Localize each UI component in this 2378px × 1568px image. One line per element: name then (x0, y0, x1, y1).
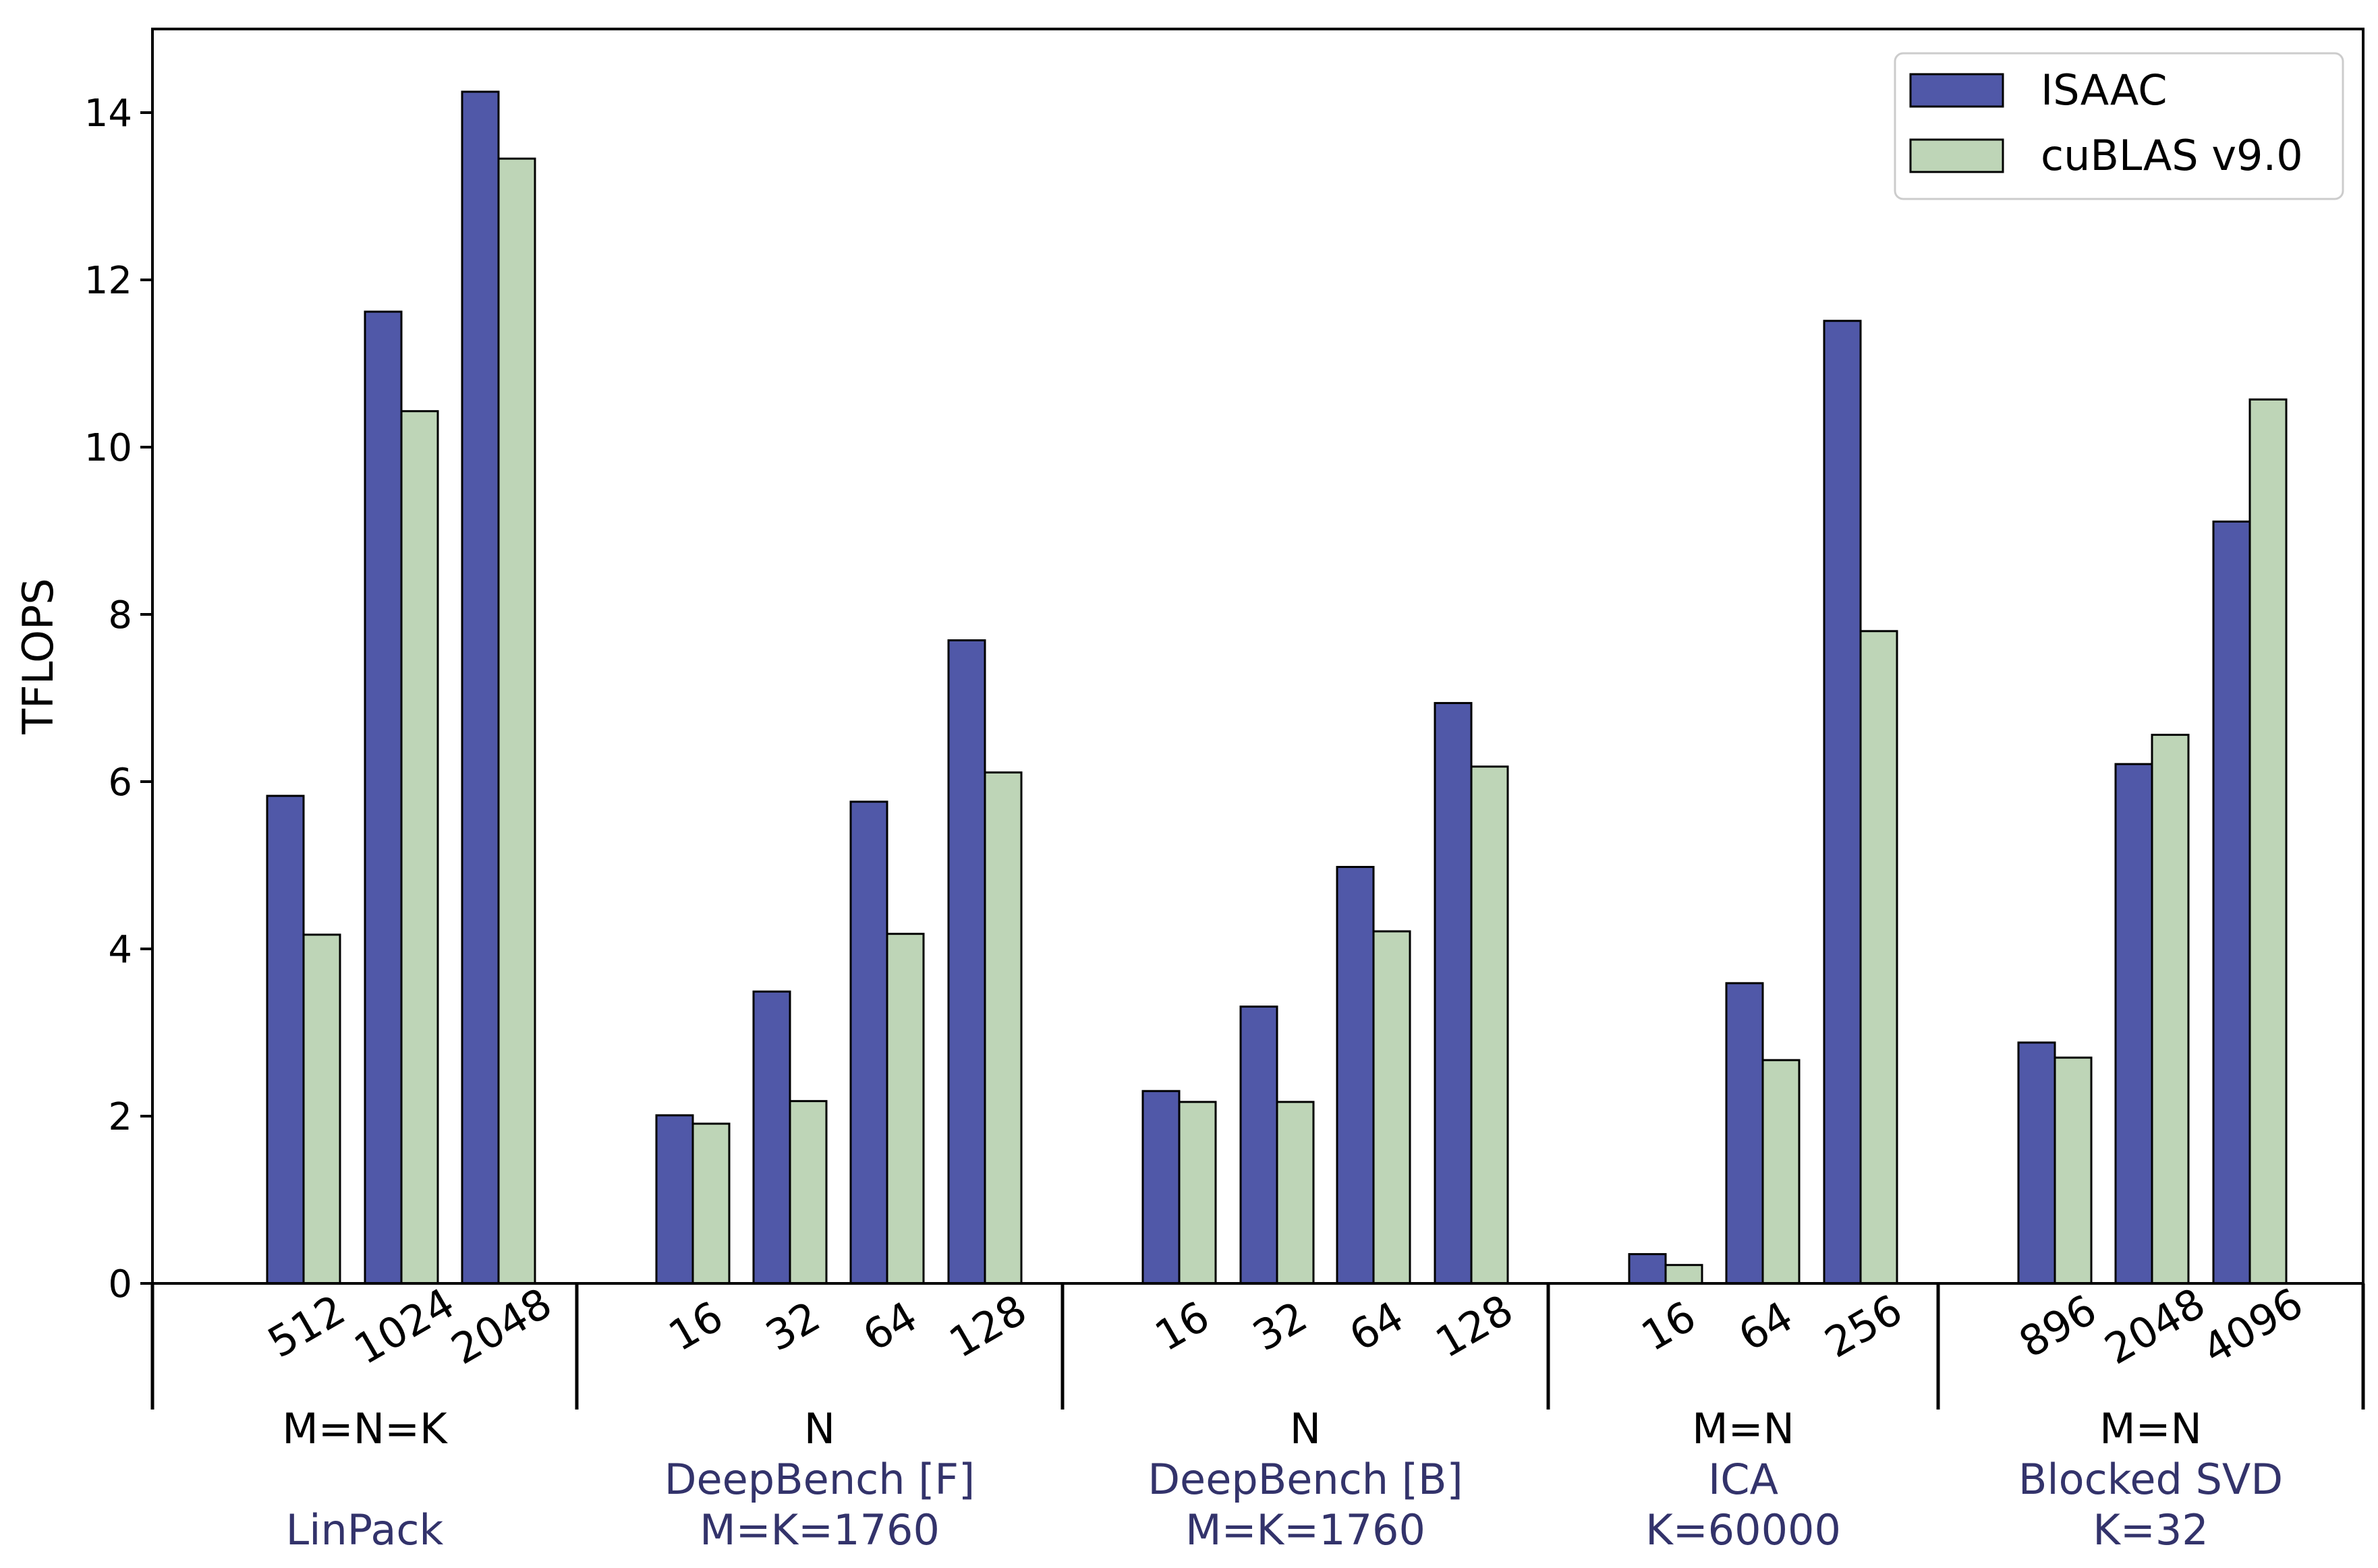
bar-cublas-3-2 (1859, 630, 1898, 1285)
group-name-label: LinPack (286, 1505, 444, 1555)
y-tick-label: 0 (108, 1262, 132, 1306)
x-tick-label: 2048 (2097, 1278, 2213, 1374)
bar-cublas-2-0 (1178, 1101, 1217, 1285)
y-tick-label: 14 (84, 92, 132, 136)
legend-box (1894, 52, 2344, 200)
group-param-label: N (1290, 1404, 1321, 1453)
bar-cublas-1-2 (886, 933, 925, 1285)
x-tick-label: 896 (2011, 1285, 2105, 1367)
bar-isaac-2-0 (1141, 1090, 1181, 1285)
bar-isaac-4-1 (2114, 763, 2153, 1285)
bar-isaac-1-1 (752, 990, 791, 1285)
x-tick-label: 64 (1730, 1291, 1801, 1361)
bar-cublas-4-0 (2054, 1056, 2093, 1285)
group-name-label: ICA (1708, 1455, 1778, 1504)
bar-cublas-0-2 (497, 157, 536, 1285)
x-tick-label: 256 (1817, 1285, 1910, 1367)
bar-cublas-4-1 (2151, 734, 2190, 1285)
bar-isaac-3-1 (1725, 982, 1764, 1285)
x-tick-label: 16 (660, 1291, 731, 1361)
x-tick-label: 128 (941, 1285, 1035, 1367)
bar-cublas-2-3 (1470, 765, 1509, 1285)
bar-isaac-2-1 (1239, 1006, 1278, 1285)
x-tick-label: 64 (855, 1291, 926, 1361)
group-name-label: K=60000 (1645, 1505, 1841, 1555)
bar-isaac-3-2 (1823, 320, 1862, 1285)
bar-cublas-1-0 (691, 1122, 731, 1285)
x-tick-label: 32 (758, 1291, 828, 1361)
y-tick-label: 6 (108, 761, 132, 805)
x-tick-label: 512 (260, 1285, 353, 1367)
x-tick-label: 128 (1427, 1285, 1521, 1367)
plot-area (266, 90, 2288, 1285)
group-name-label: M=K=1760 (700, 1505, 940, 1555)
bar-isaac-0-0 (266, 794, 305, 1285)
group-name-label: K=32 (2093, 1505, 2209, 1555)
bar-cublas-0-1 (400, 410, 439, 1285)
y-axis-label: TFLOPS (13, 578, 63, 734)
bar-isaac-1-3 (947, 639, 986, 1285)
legend-label-0: ISAAC (2041, 65, 2168, 115)
x-tick-label: 4096 (2195, 1278, 2311, 1374)
bar-cublas-3-1 (1761, 1059, 1801, 1285)
group-name-label: Blocked SVD (2018, 1455, 2283, 1504)
y-tick-label: 8 (108, 593, 132, 637)
plot-frame (151, 28, 2365, 1285)
bar-cublas-3-0 (1664, 1264, 1703, 1285)
group-name-label: DeepBench [F] (664, 1455, 975, 1504)
group-param-label: M=N=K (282, 1404, 448, 1453)
y-tick-label: 12 (84, 259, 132, 303)
bar-cublas-2-2 (1372, 930, 1411, 1285)
bar-cublas-0-0 (302, 933, 341, 1285)
group-param-label: M=N (2099, 1404, 2202, 1453)
y-tick-label: 2 (108, 1095, 132, 1139)
bar-isaac-3-0 (1628, 1253, 1667, 1285)
bar-cublas-2-1 (1276, 1101, 1315, 1285)
x-tick-label: 16 (1633, 1291, 1704, 1361)
bar-isaac-2-3 (1434, 701, 1473, 1285)
legend-swatch-0 (1909, 73, 2004, 108)
bar-isaac-0-1 (364, 310, 403, 1285)
x-tick-label: 2048 (443, 1278, 560, 1374)
bar-isaac-4-0 (2017, 1041, 2056, 1285)
bar-cublas-1-1 (789, 1100, 828, 1285)
group-name-label: DeepBench [B] (1148, 1455, 1463, 1504)
legend: ISAAC cuBLAS v9.0 (1894, 52, 2344, 200)
bar-cublas-1-3 (984, 771, 1023, 1285)
y-tick-label: 4 (108, 928, 132, 972)
bar-isaac-2-2 (1336, 865, 1375, 1285)
bar-isaac-0-2 (461, 90, 500, 1285)
group-param-label: N (804, 1404, 835, 1453)
x-tick-label: 32 (1245, 1291, 1315, 1361)
bar-isaac-1-0 (655, 1114, 694, 1285)
x-tick-label: 1024 (346, 1278, 463, 1374)
bar-cublas-4-2 (2248, 398, 2288, 1285)
x-tick-label: 64 (1341, 1291, 1412, 1361)
group-param-label: M=N (1692, 1404, 1794, 1453)
legend-swatch-1 (1909, 138, 2004, 173)
bar-isaac-4-2 (2212, 520, 2251, 1285)
legend-label-1: cuBLAS v9.0 (2041, 131, 2303, 180)
bar-isaac-1-2 (849, 801, 888, 1285)
group-name-label: M=K=1760 (1185, 1505, 1425, 1555)
y-tick-label: 10 (84, 426, 132, 470)
x-tick-label: 16 (1147, 1291, 1218, 1361)
